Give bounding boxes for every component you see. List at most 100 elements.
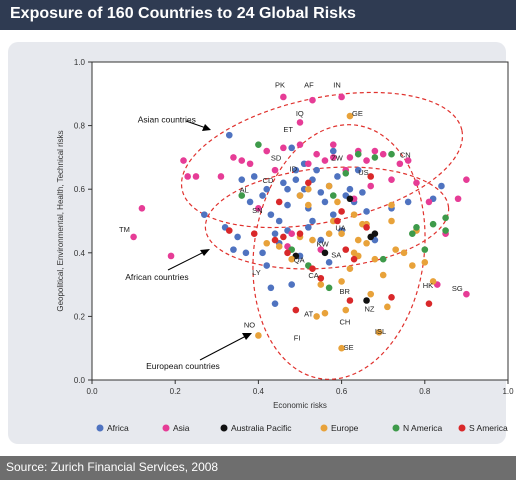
africa-point bbox=[284, 201, 291, 209]
europe-point bbox=[363, 239, 370, 247]
legend-marker bbox=[458, 424, 466, 432]
australia-pacific-point bbox=[363, 297, 370, 304]
s-america-point bbox=[250, 230, 258, 238]
country-label: CD bbox=[263, 176, 274, 185]
x-tick-label: 0.6 bbox=[336, 387, 348, 396]
country-label: SD bbox=[271, 154, 282, 163]
source-text: Source: Zurich Financial Services, 2008 bbox=[6, 460, 219, 474]
africa-point bbox=[404, 198, 412, 206]
asia-point bbox=[192, 173, 200, 180]
asia-point bbox=[130, 233, 137, 241]
title-bar: Exposure of 160 Countries to 24 Global R… bbox=[0, 0, 516, 30]
n-america-point bbox=[371, 154, 379, 161]
legend-label: Europe bbox=[331, 423, 359, 433]
europe-point bbox=[263, 239, 271, 247]
country-label: IN bbox=[333, 80, 341, 89]
africa-point bbox=[317, 236, 325, 244]
asia-point bbox=[305, 160, 312, 168]
country-label: NZ bbox=[364, 305, 374, 314]
s-america-point bbox=[367, 173, 375, 180]
europe-point bbox=[346, 265, 354, 273]
africa-point bbox=[329, 211, 337, 218]
n-america-point bbox=[442, 227, 449, 234]
country-label: AT bbox=[304, 309, 313, 318]
n-america-point bbox=[238, 192, 246, 199]
europe-point bbox=[313, 313, 320, 320]
country-label: LY bbox=[252, 268, 261, 277]
europe-point bbox=[325, 230, 333, 238]
europe-point bbox=[388, 217, 395, 225]
europe-point bbox=[392, 246, 399, 253]
annotations: Asian countries African countries European… bbox=[125, 114, 220, 370]
asia-point bbox=[329, 154, 337, 161]
asia-point bbox=[425, 198, 433, 206]
european-arrow-head bbox=[242, 333, 252, 340]
europe-point bbox=[321, 309, 329, 317]
africa-point bbox=[288, 281, 295, 288]
plot-area bbox=[91, 61, 509, 381]
country-label: QA bbox=[294, 255, 305, 264]
country-label: GE bbox=[352, 109, 363, 118]
s-america-point bbox=[225, 227, 233, 234]
africa-point bbox=[275, 217, 283, 225]
africa-point bbox=[230, 246, 237, 253]
country-label: SE bbox=[344, 343, 354, 352]
asia-point bbox=[246, 160, 254, 168]
asia-point bbox=[463, 176, 470, 183]
annotation-arrows bbox=[167, 120, 252, 361]
s-america-point bbox=[271, 236, 279, 244]
asia-point bbox=[271, 166, 279, 174]
axis-ticks: 0.0 0.2 0.4 0.6 0.8 1.0 0.0 0.2 0.4 0.6 0.8 1.0 bbox=[74, 58, 514, 396]
asia-point bbox=[346, 154, 354, 161]
africa-point bbox=[354, 166, 362, 174]
europe-point bbox=[354, 236, 362, 244]
asia-point bbox=[396, 160, 404, 168]
country-label: SG bbox=[452, 284, 463, 293]
s-america-point bbox=[350, 255, 358, 263]
s-america-point bbox=[388, 294, 395, 301]
europe-point bbox=[350, 211, 358, 218]
n-america-point bbox=[388, 150, 395, 158]
legend-marker bbox=[320, 424, 328, 432]
country-label: BR bbox=[340, 287, 351, 296]
country-label: ID bbox=[290, 165, 298, 174]
europe-point bbox=[346, 112, 354, 120]
x-tick-label: 0.2 bbox=[170, 387, 182, 396]
europe-point bbox=[288, 255, 295, 263]
asia-point bbox=[217, 173, 225, 180]
n-america-point bbox=[329, 192, 337, 199]
australia-pacific-point bbox=[346, 195, 354, 203]
n-america-point bbox=[255, 141, 262, 148]
s-america-point bbox=[284, 249, 291, 257]
asian-arrow-head bbox=[202, 124, 211, 131]
europe-point bbox=[429, 278, 437, 285]
europe-point bbox=[388, 201, 395, 209]
africa-point bbox=[438, 182, 445, 190]
africa-point bbox=[305, 224, 312, 231]
y-tick-label: 0.0 bbox=[74, 376, 86, 385]
africa-point bbox=[325, 259, 333, 266]
europe-point bbox=[338, 344, 345, 352]
x-tick-label: 0.0 bbox=[86, 387, 98, 396]
africa-point bbox=[334, 173, 341, 180]
europe-point bbox=[367, 290, 375, 298]
s-america-point bbox=[346, 297, 354, 304]
country-label: AL bbox=[240, 185, 249, 194]
asia-point bbox=[184, 173, 191, 180]
asia-point bbox=[321, 157, 329, 164]
asia-point bbox=[180, 157, 187, 164]
africa-point bbox=[201, 211, 208, 218]
y-tick-label: 0.4 bbox=[74, 249, 86, 258]
africa-point bbox=[271, 300, 279, 307]
africa-point bbox=[363, 208, 370, 215]
africa-point bbox=[280, 179, 287, 187]
s-america-point bbox=[296, 230, 304, 238]
s-america-point bbox=[275, 198, 283, 206]
legend-marker bbox=[96, 424, 104, 432]
asia-point bbox=[313, 150, 320, 158]
african-arrow bbox=[167, 251, 205, 271]
country-label: AF bbox=[304, 80, 314, 89]
country-label: NO bbox=[244, 321, 255, 330]
asia-point bbox=[255, 204, 262, 212]
asia-point bbox=[388, 176, 395, 183]
